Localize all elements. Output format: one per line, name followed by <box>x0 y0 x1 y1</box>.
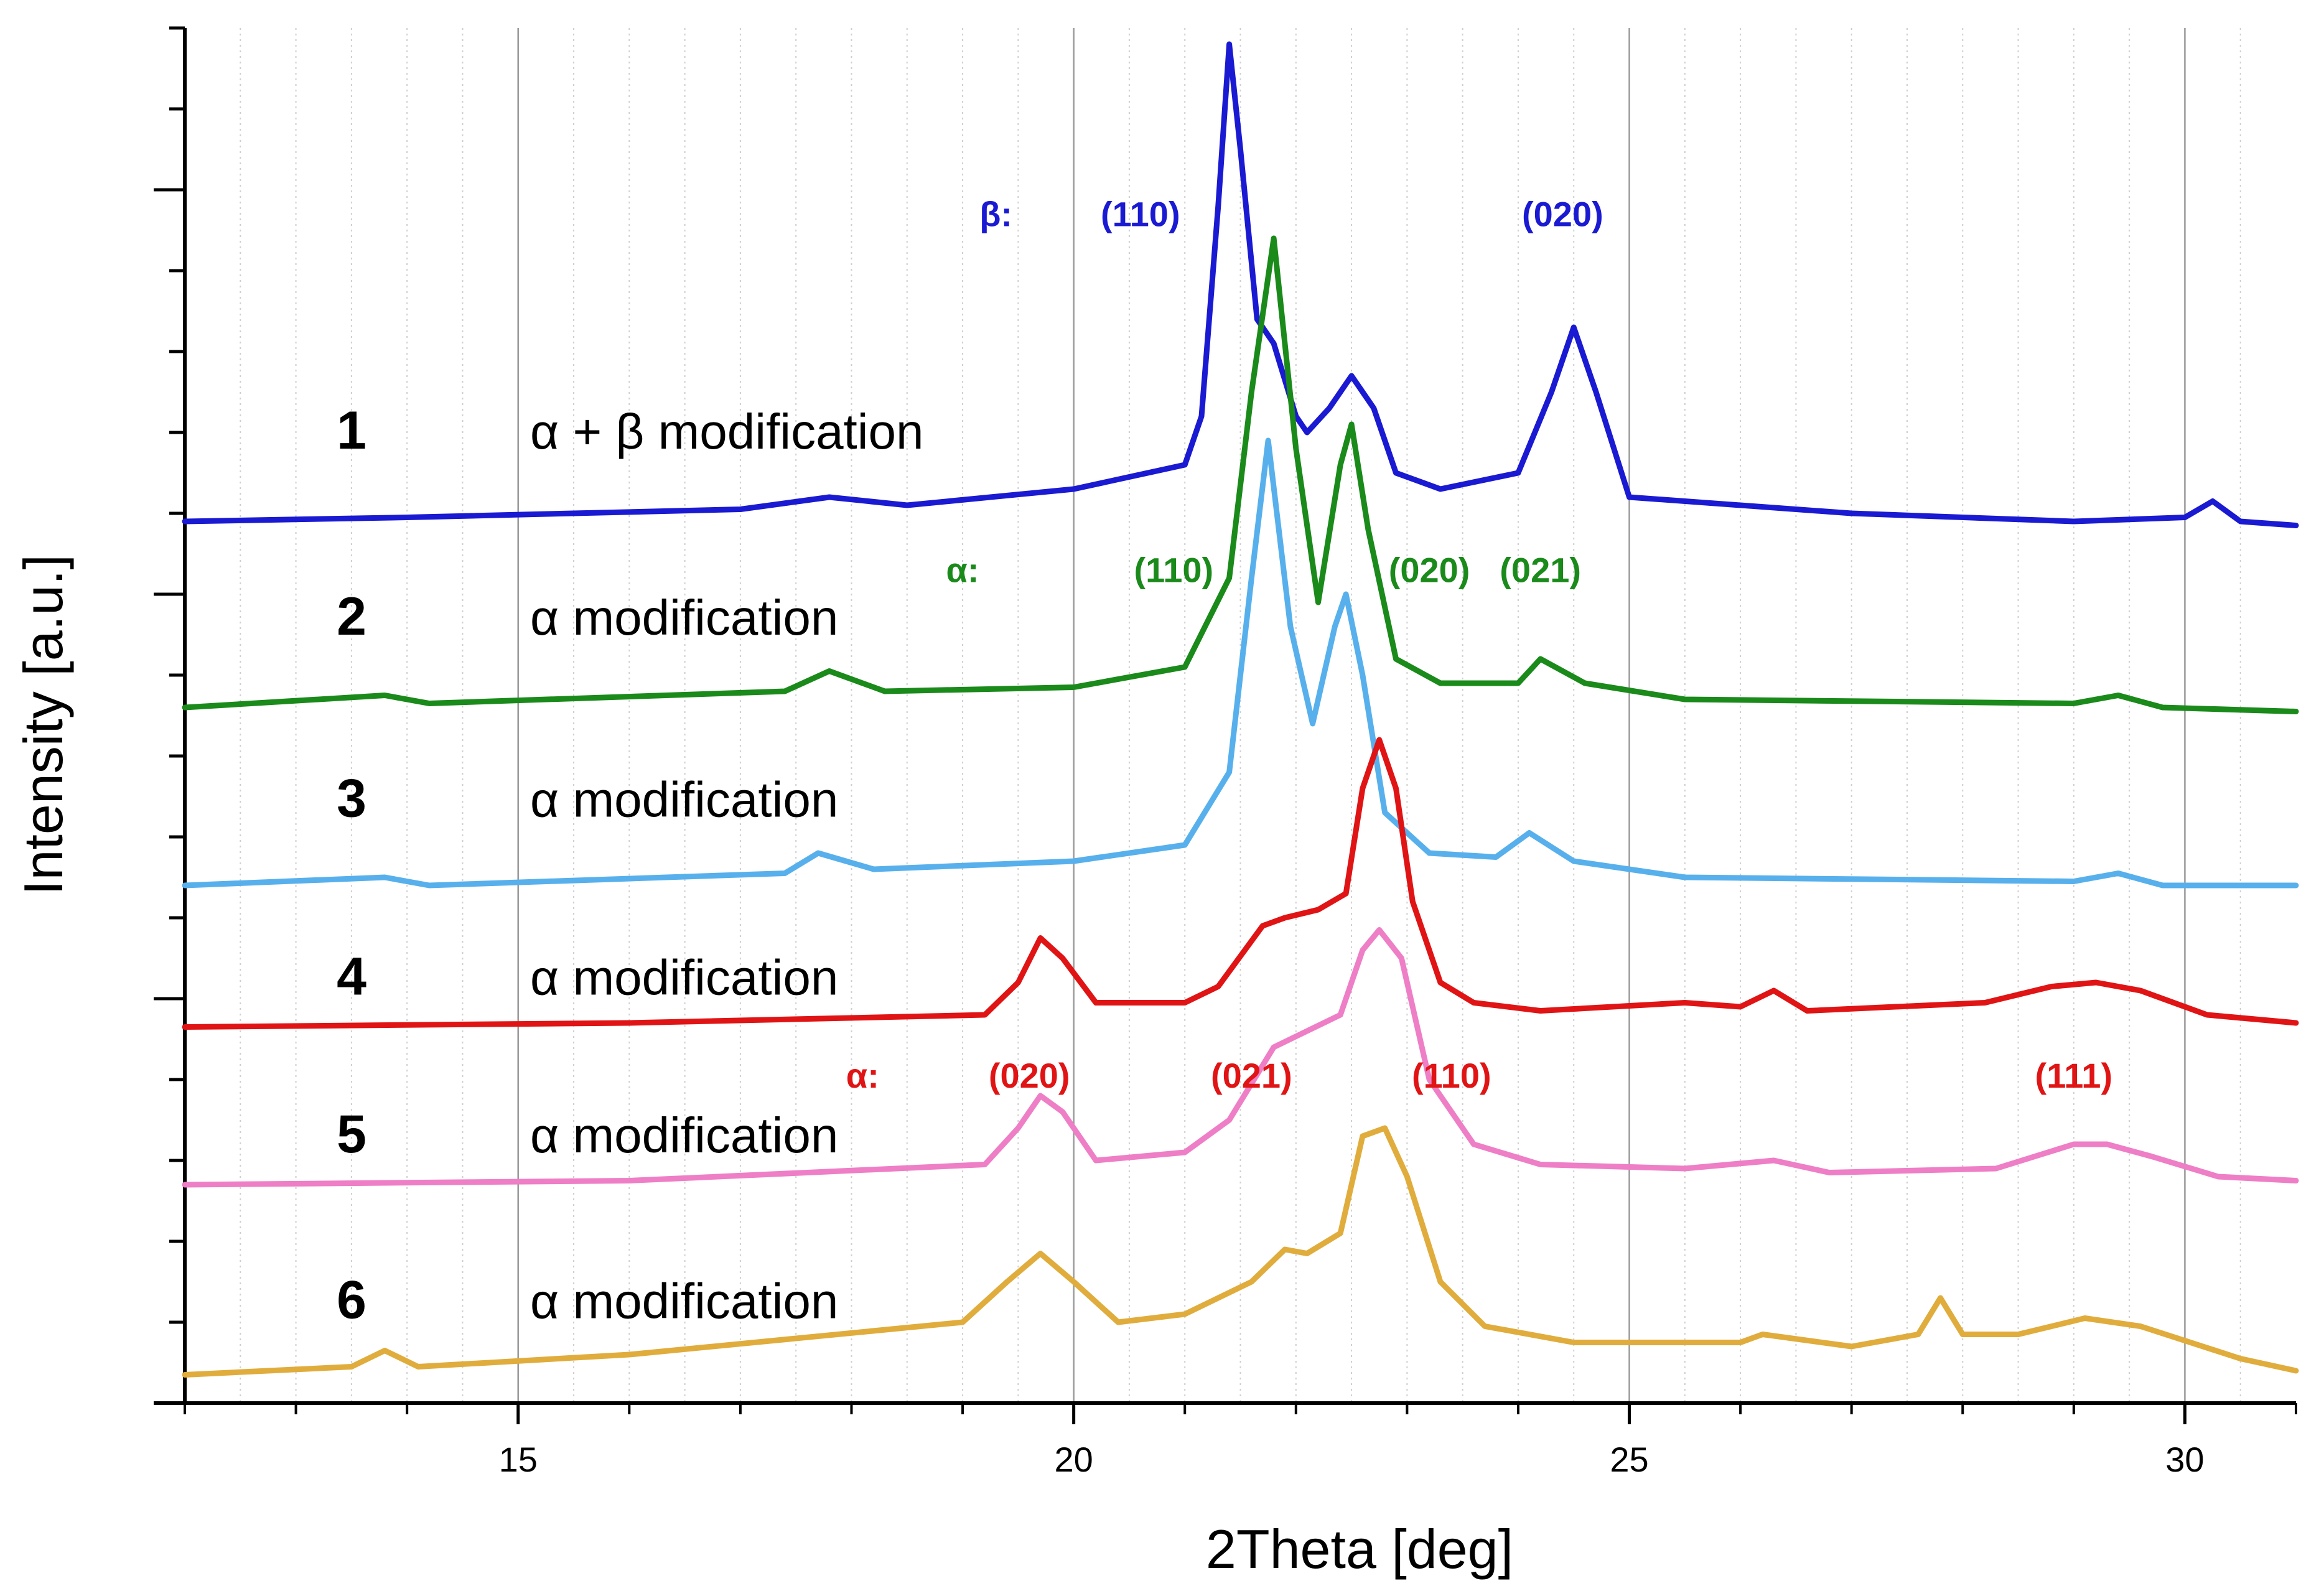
peak-annotation: (021) <box>1500 551 1581 590</box>
labels-layer: 1 α + β modification 2 α modification 3 α mod… <box>337 195 2112 1330</box>
peak-annotation: (111) <box>2035 1056 2113 1095</box>
series-3-line <box>182 437 2299 889</box>
peak-annotation: α: <box>846 1056 879 1095</box>
sample-3-number: 3 <box>337 769 366 829</box>
series-4-line <box>182 737 2299 1030</box>
x-tick-label: 15 <box>499 1440 538 1479</box>
y-axis-title: Intensity [a.u.] <box>12 554 74 895</box>
grid-layer <box>184 28 2241 1403</box>
x-tick-label: 30 <box>2165 1440 2204 1479</box>
peak-annotation: β: <box>979 195 1012 234</box>
sample-6-label: α modification <box>530 1274 838 1329</box>
series-6-line <box>182 1125 2299 1378</box>
peak-annotation: (110) <box>1134 551 1214 590</box>
sample-3-label: α modification <box>530 772 838 828</box>
sample-1-number: 1 <box>337 401 366 460</box>
peak-annotation: (021) <box>1211 1056 1292 1095</box>
peak-annotation: α: <box>946 551 979 590</box>
sample-5-label: α modification <box>530 1108 838 1163</box>
peak-annotation: (020) <box>1522 195 1603 234</box>
peak-annotation: (020) <box>1389 551 1470 590</box>
sample-4-number: 4 <box>337 947 366 1007</box>
x-axis-title: 2Theta [deg] <box>1206 1518 1513 1580</box>
sample-1-label: α + β modification <box>530 404 924 459</box>
sample-5-number: 5 <box>337 1104 366 1164</box>
series-1-line <box>182 41 2299 528</box>
sample-2-label: α modification <box>530 590 838 645</box>
sample-4-label: α modification <box>530 950 838 1006</box>
x-tick-label: 25 <box>1610 1440 1648 1479</box>
peak-annotation: (110) <box>1101 195 1180 234</box>
peak-annotation: (020) <box>989 1056 1070 1095</box>
x-tick-label: 20 <box>1054 1440 1093 1479</box>
series-layer <box>182 41 2299 1378</box>
axes-layer: 15 20 25 30 <box>154 26 2297 1479</box>
series-2-line <box>182 235 2299 714</box>
series-5-line <box>182 927 2299 1188</box>
sample-2-number: 2 <box>337 587 366 646</box>
sample-6-number: 6 <box>337 1271 366 1330</box>
peak-annotation: (110) <box>1412 1056 1491 1095</box>
